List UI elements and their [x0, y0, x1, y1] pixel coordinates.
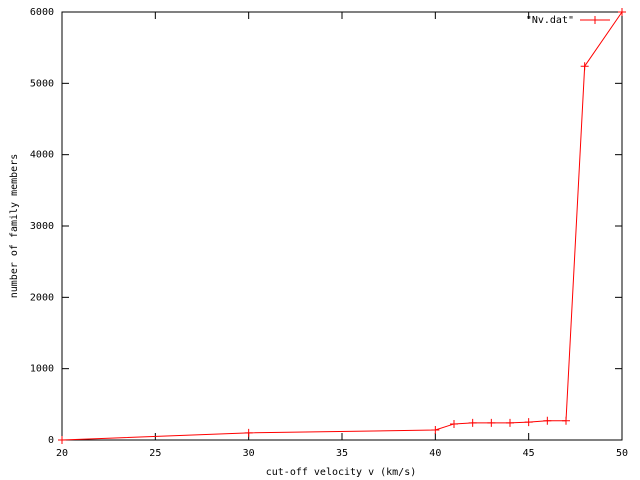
point-marker [562, 416, 570, 425]
point-marker [543, 416, 552, 425]
y-tick-label: 0 [48, 435, 54, 446]
legend-marker [591, 16, 599, 24]
point-marker [506, 418, 514, 427]
point-marker [618, 8, 626, 16]
x-tick-label: 35 [336, 448, 348, 459]
point-marker [468, 418, 477, 427]
y-tick-label: 4000 [30, 150, 54, 161]
point-marker [58, 436, 66, 444]
x-tick-label: 25 [149, 448, 161, 459]
point-marker [431, 426, 440, 435]
x-tick-label: 30 [243, 448, 255, 459]
x-tick-label: 40 [429, 448, 441, 459]
data-line [61, 11, 623, 441]
y-axis-label: number of family members [9, 154, 20, 299]
x-tick-label: 20 [56, 448, 68, 459]
y-tick-label: 3000 [30, 221, 54, 232]
plot-border [61, 11, 623, 441]
y-tick-label: 6000 [30, 7, 54, 18]
y-tick-label: 1000 [30, 364, 54, 375]
x-axis-label: cut-off velocity v (km/s) [266, 467, 417, 478]
point-marker [244, 428, 253, 437]
y-tick-label: 2000 [30, 292, 54, 303]
point-marker [487, 418, 496, 427]
legend-label: "Nv.dat" [526, 15, 574, 26]
x-tick-label: 45 [523, 448, 535, 459]
point-marker [450, 419, 458, 428]
y-tick-label: 5000 [30, 78, 54, 89]
point-marker [580, 62, 589, 71]
point-marker [524, 418, 533, 427]
x-tick-label: 50 [616, 448, 628, 459]
